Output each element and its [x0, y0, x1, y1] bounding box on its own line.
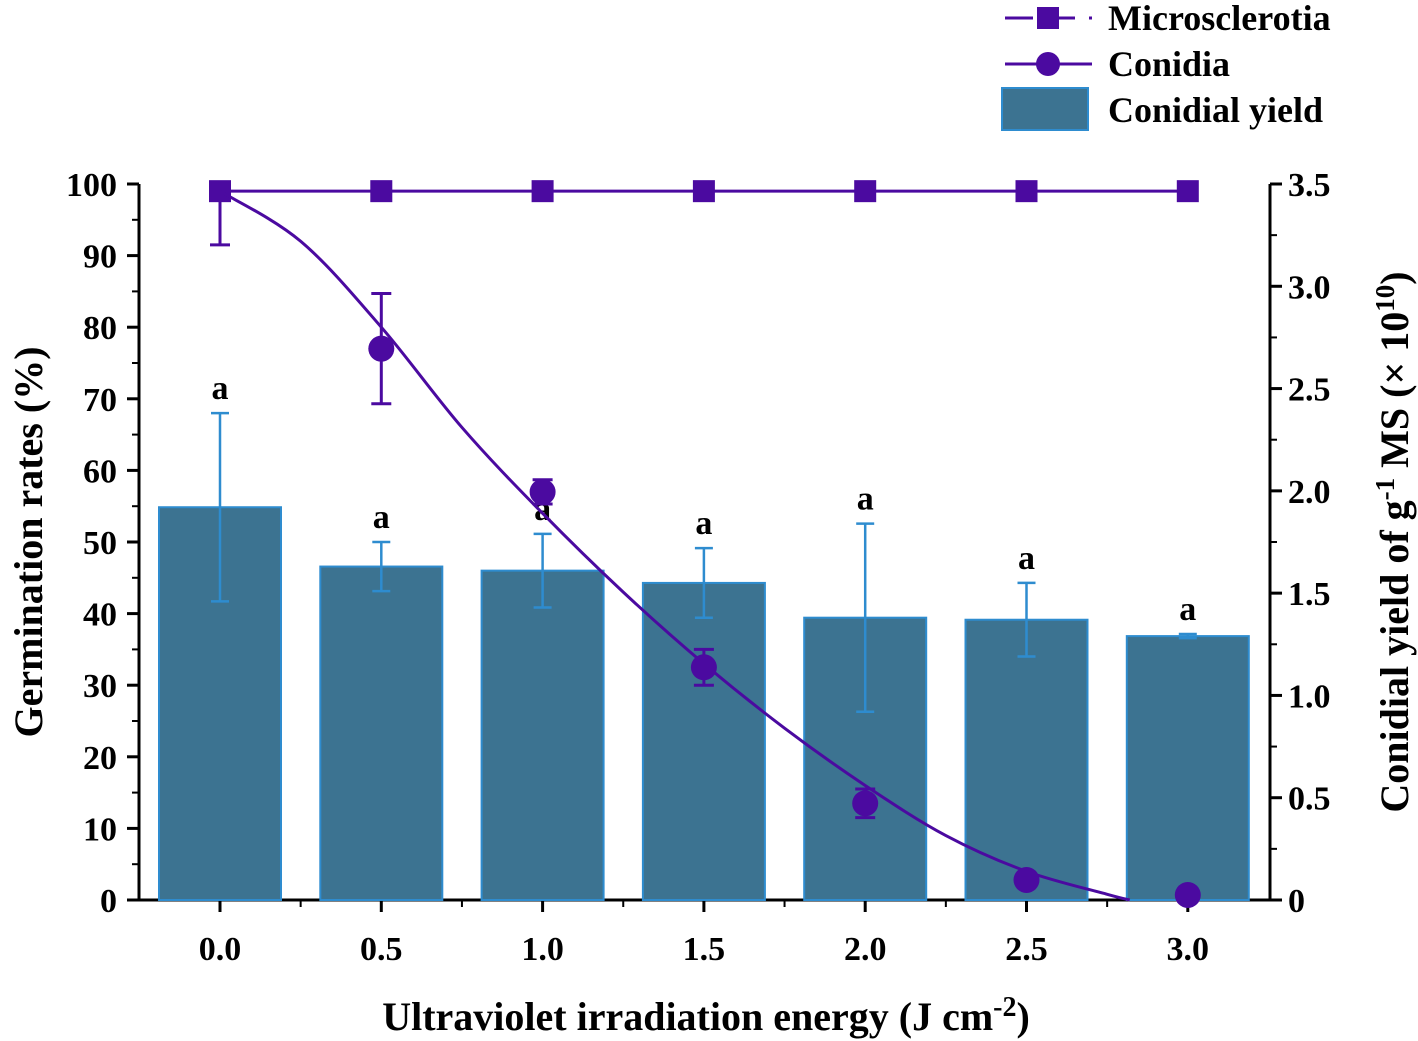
- bar-significance-label: a: [373, 499, 390, 536]
- y-right-tick-label: 0.5: [1288, 781, 1331, 818]
- lines: [209, 180, 1201, 908]
- x-tick-label: 1.5: [683, 931, 726, 968]
- microsclerotia-point: [854, 180, 877, 203]
- microsclerotia-point: [1015, 180, 1038, 203]
- bar: [641, 581, 766, 902]
- y-left-tick-label: 50: [83, 525, 117, 562]
- axes: 0 10 20 30 40 50 60 70 80 90 100 0 0.5 1.0 1.5 2.0 2.5 3.…: [66, 167, 1331, 968]
- legend-conidia-label: Conidia: [1108, 44, 1230, 84]
- y-left-tick-label: 40: [83, 597, 117, 634]
- bar: [319, 565, 444, 901]
- bar: [480, 569, 605, 901]
- legend-square-icon: [1037, 7, 1059, 29]
- bar-significance-label: a: [857, 481, 874, 518]
- y-axis-left-title: Germination rates (%): [6, 346, 51, 737]
- x-tick-label: 0.0: [199, 931, 242, 968]
- bar-significance-label: a: [1179, 591, 1196, 628]
- conidia-point: [1013, 866, 1040, 893]
- x-tick-label: 0.5: [360, 931, 403, 968]
- bar-significance-label: a: [695, 505, 712, 542]
- y-right-tick-label: 3.0: [1288, 269, 1331, 306]
- y-right-tick-label: 3.5: [1288, 167, 1331, 204]
- conidia-point: [1174, 881, 1201, 908]
- y-left-tick-label: 70: [83, 382, 117, 419]
- legend-conidial-yield-label: Conidial yield: [1108, 90, 1323, 130]
- y-left-tick-label: 90: [83, 239, 117, 276]
- x-axis-title: Ultraviolet irradiation energy (J cm-2): [382, 992, 1030, 1039]
- legend-circle-icon: [1036, 52, 1060, 76]
- conidia-point: [368, 335, 395, 362]
- y-right-tick-label: 1.0: [1288, 678, 1331, 715]
- y-axis-right-title: Conidial yield of g-1 MS (× 1010): [1370, 271, 1417, 812]
- conidia-point: [852, 790, 879, 817]
- x-tick-label: 3.0: [1167, 931, 1210, 968]
- legend-bar-swatch: [1001, 87, 1089, 131]
- y-left-tick-label: 20: [83, 740, 117, 777]
- y-left-tick-label: 80: [83, 310, 117, 347]
- legend-microsclerotia-label: Microsclerotia: [1108, 0, 1331, 38]
- microsclerotia-point: [692, 180, 715, 203]
- y-right-tick-label: 0: [1288, 883, 1305, 920]
- y-left-tick-label: 0: [100, 883, 117, 920]
- microsclerotia-point: [1176, 180, 1199, 203]
- x-tick-label: 1.0: [521, 931, 564, 968]
- y-right-tick-label: 2.0: [1288, 474, 1331, 511]
- x-tick-label: 2.5: [1005, 931, 1048, 968]
- bar: [964, 618, 1089, 901]
- bar-significance-label: a: [212, 370, 229, 407]
- y-left-tick-label: 100: [66, 167, 117, 204]
- conidia-point: [690, 654, 717, 681]
- x-tick-label: 2.0: [844, 931, 887, 968]
- y-left-tick-label: 60: [83, 453, 117, 490]
- legend: Microsclerotia Conidia Conidial yield: [1001, 0, 1331, 131]
- y-left-tick-label: 30: [83, 668, 117, 705]
- bar-significance-label: a: [1018, 540, 1035, 577]
- bar: [1125, 635, 1250, 901]
- conidia-point: [529, 478, 556, 505]
- microsclerotia-point: [531, 180, 554, 203]
- y-left-tick-label: 10: [83, 811, 117, 848]
- y-right-tick-label: 1.5: [1288, 576, 1331, 613]
- microsclerotia-point: [370, 180, 393, 203]
- y-right-tick-label: 2.5: [1288, 372, 1331, 409]
